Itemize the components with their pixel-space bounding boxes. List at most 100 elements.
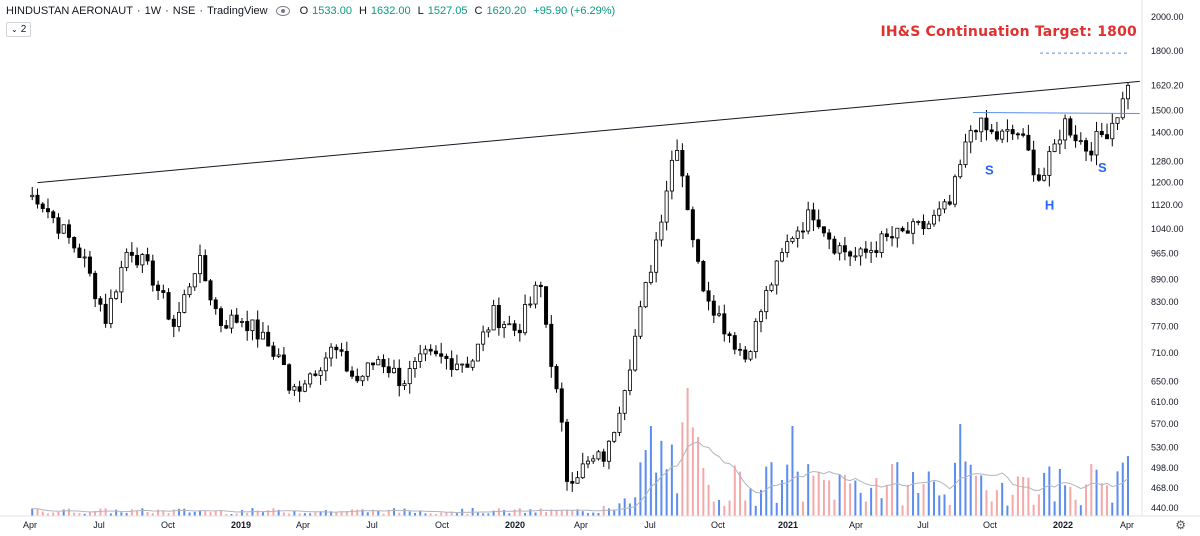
exchange-label: NSE bbox=[172, 5, 196, 17]
candle-body bbox=[968, 130, 973, 143]
volume-bar bbox=[733, 465, 736, 516]
candle-body bbox=[869, 250, 874, 253]
candle-body bbox=[98, 298, 103, 305]
candle-body bbox=[135, 255, 140, 266]
candle-body bbox=[790, 237, 795, 243]
candle-body bbox=[454, 363, 459, 370]
time-tick-label: Jul bbox=[644, 520, 656, 530]
candle-body bbox=[45, 208, 50, 213]
volume-bar bbox=[434, 513, 437, 516]
volume-ma-line bbox=[32, 441, 1129, 514]
candle-body bbox=[318, 370, 323, 376]
candle-body bbox=[884, 233, 889, 237]
candle-body bbox=[800, 230, 805, 233]
volume-bar bbox=[141, 508, 144, 516]
candle-body bbox=[208, 280, 213, 301]
candle-body bbox=[769, 284, 774, 291]
volume-bar bbox=[817, 472, 820, 516]
candle-body bbox=[638, 306, 643, 337]
candle-body bbox=[297, 386, 302, 392]
candle-body bbox=[727, 333, 732, 336]
volume-bar bbox=[628, 503, 631, 516]
volume-bar bbox=[413, 512, 416, 516]
candle-body bbox=[675, 150, 680, 161]
volume-bar bbox=[99, 508, 102, 516]
volume-bar bbox=[1043, 472, 1046, 516]
volume-bar bbox=[838, 474, 841, 516]
candle-body bbox=[596, 451, 601, 460]
price-tick-label: 650.00 bbox=[1151, 376, 1179, 386]
candle-body bbox=[355, 375, 360, 382]
candle-body bbox=[302, 383, 307, 392]
candle-body bbox=[1094, 130, 1099, 156]
candle-body bbox=[145, 254, 150, 262]
volume-bar bbox=[639, 462, 642, 516]
candle-body bbox=[937, 208, 942, 216]
volume-bar bbox=[466, 513, 469, 516]
volume-bar bbox=[728, 500, 731, 516]
trendline[interactable] bbox=[37, 80, 1140, 184]
price-axis[interactable]: 2000.00 1800.00 1620.20 1500.00 1400.00 1280.… bbox=[1151, 12, 1184, 513]
symbol-name[interactable]: HINDUSTAN AERONAUT bbox=[6, 5, 133, 17]
candle-body bbox=[916, 221, 921, 223]
candle-body bbox=[350, 370, 355, 377]
volume-bar bbox=[503, 510, 506, 516]
volume-bar bbox=[1111, 502, 1114, 516]
candle-body bbox=[1005, 129, 1010, 132]
candle-body bbox=[198, 255, 203, 275]
volume-bar bbox=[592, 512, 595, 516]
price-tick-label: 1200.00 bbox=[1151, 178, 1184, 188]
candle-body bbox=[544, 286, 549, 325]
time-tick-label: 2022 bbox=[1053, 520, 1073, 530]
volume-bar bbox=[162, 510, 165, 516]
header-separator: · bbox=[136, 5, 141, 17]
candle-body bbox=[842, 245, 847, 253]
volume-bar bbox=[833, 499, 836, 516]
candle-body bbox=[890, 236, 895, 239]
volume-bar bbox=[990, 501, 993, 516]
candle-body bbox=[795, 230, 800, 239]
volume-bar bbox=[235, 513, 238, 516]
neckline[interactable] bbox=[972, 111, 1140, 115]
candle-body bbox=[334, 346, 339, 351]
candle-body bbox=[512, 323, 517, 331]
volume-bar bbox=[125, 513, 128, 516]
candle-body bbox=[397, 367, 402, 387]
chevron-down-icon: ⌄ bbox=[11, 25, 18, 34]
volume-bar bbox=[749, 488, 752, 516]
volume-bar bbox=[476, 512, 479, 516]
volume-bar bbox=[172, 509, 175, 516]
volume-bar bbox=[649, 426, 652, 516]
eye-icon[interactable] bbox=[275, 6, 290, 16]
volume-bar bbox=[351, 509, 354, 516]
candle-body bbox=[690, 209, 695, 241]
open-label: O bbox=[299, 5, 309, 17]
candle-body bbox=[182, 294, 187, 313]
volume-bar bbox=[1011, 494, 1014, 516]
gear-icon[interactable]: ⚙ bbox=[1175, 518, 1186, 532]
time-axis[interactable]: Apr Jul Oct 2019 Apr Jul Oct 2020 Apr Jul Oct 2021 A… bbox=[23, 520, 1134, 530]
candle-body bbox=[460, 363, 465, 366]
candle-body bbox=[391, 367, 396, 374]
collapse-indicators-button[interactable]: ⌄ 2 bbox=[6, 22, 32, 37]
volume-bar bbox=[335, 512, 338, 516]
volume-bar bbox=[581, 511, 584, 516]
candle-body bbox=[470, 360, 475, 368]
interval-label[interactable]: 1W bbox=[144, 5, 162, 17]
candle-body bbox=[533, 284, 538, 305]
right-shoulder-label: S bbox=[1098, 160, 1107, 175]
volume-bar bbox=[969, 464, 972, 516]
volume-bar bbox=[157, 509, 160, 516]
close-value: 1620.20 bbox=[486, 5, 527, 17]
price-tick-label: 468.00 bbox=[1151, 483, 1179, 493]
candle-body bbox=[575, 477, 580, 484]
volume-bar bbox=[660, 440, 663, 516]
volume-bar bbox=[130, 509, 133, 516]
volume-bar bbox=[849, 483, 852, 516]
volume-bar bbox=[340, 511, 343, 516]
volume-bar bbox=[372, 509, 375, 516]
volume-bar bbox=[455, 513, 458, 516]
target-annotation[interactable]: IH&S Continuation Target: 1800 bbox=[880, 24, 1137, 40]
volume-bar bbox=[256, 510, 259, 516]
